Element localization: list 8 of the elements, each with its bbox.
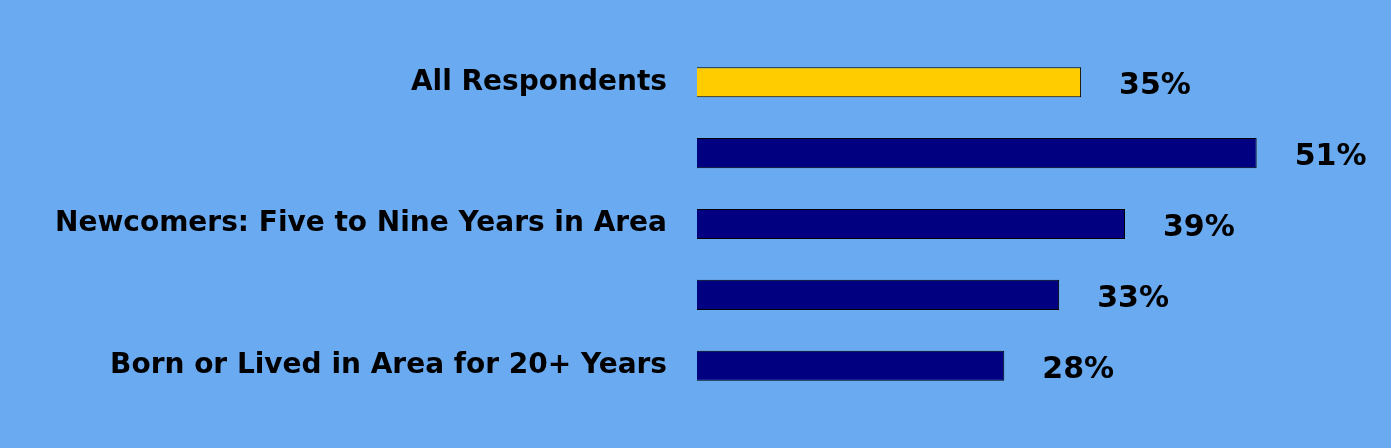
data-label: 51% bbox=[1294, 136, 1367, 172]
data-label: 33% bbox=[1097, 278, 1169, 314]
data-label: 28% bbox=[1042, 349, 1115, 385]
data-label: 35% bbox=[1119, 66, 1191, 102]
y-tick-label: All Respondents bbox=[410, 63, 667, 97]
y-tick-label: Born or Lived in Area for 20+ Years bbox=[110, 347, 667, 381]
data-label: 39% bbox=[1162, 207, 1235, 243]
y-tick-label: Newcomers: Five to Nine Years in Area bbox=[55, 205, 667, 239]
